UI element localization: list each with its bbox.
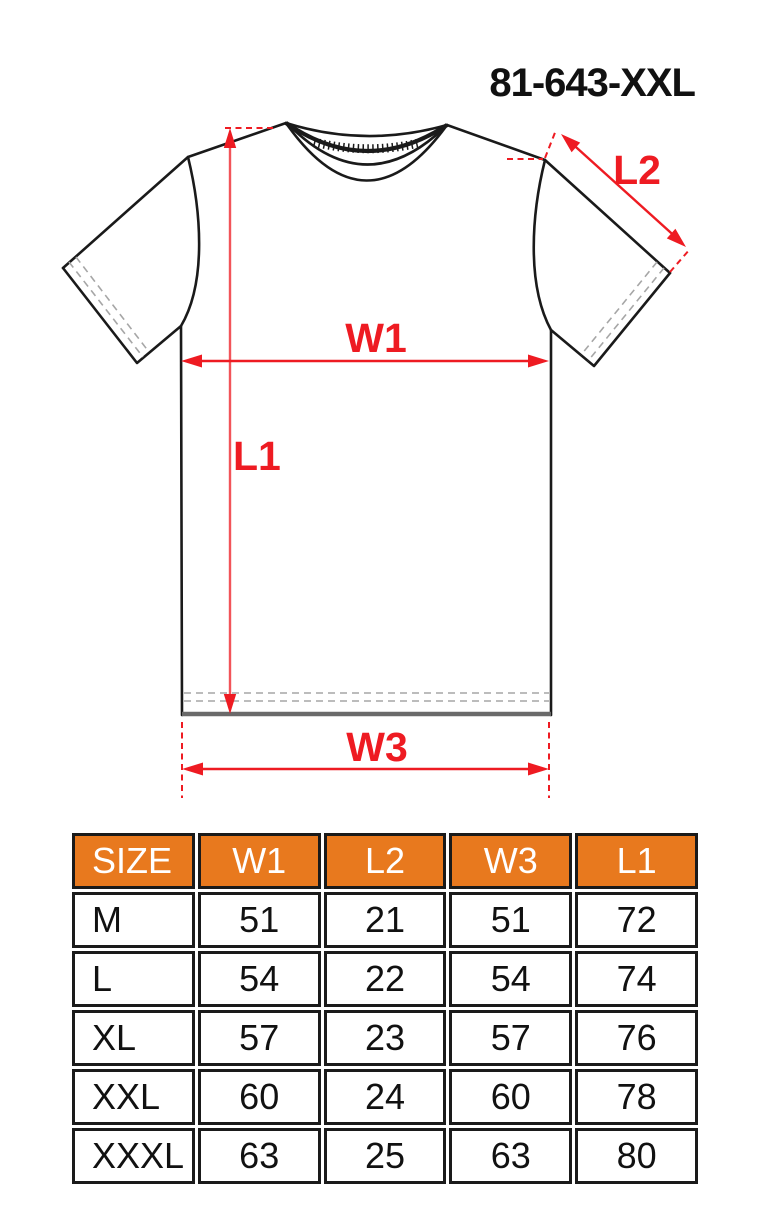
table-row-xxxl: XXXL 63 25 63 80 xyxy=(72,1128,698,1184)
w3-arrow-left xyxy=(182,762,203,776)
table-row-m: M 51 21 51 72 xyxy=(72,892,698,948)
w1-arrow-right xyxy=(528,354,549,368)
dimension-l1: L1 xyxy=(223,127,281,714)
cell-w1: 63 xyxy=(197,1128,321,1184)
left-cuff-stitch xyxy=(68,256,150,358)
right-sleeve-cuff-underarm xyxy=(549,271,672,717)
dim-label-w1: W1 xyxy=(345,315,407,361)
l2-arrow-top xyxy=(561,134,581,153)
cell-l1: 72 xyxy=(575,892,698,948)
cell-l2: 23 xyxy=(323,1010,447,1066)
col-header-w1: W1 xyxy=(197,833,321,889)
cell-size: L xyxy=(72,951,195,1007)
cell-w3: 54 xyxy=(449,951,573,1007)
back-neck-curve xyxy=(284,121,449,138)
dim-label-l2: L2 xyxy=(613,147,661,193)
col-header-l1: L1 xyxy=(575,833,698,889)
cell-l2: 24 xyxy=(323,1069,447,1125)
dimension-l2: L2 xyxy=(507,129,691,273)
left-sleeve-cuff-underarm xyxy=(61,266,184,717)
right-armhole-seam xyxy=(532,158,553,332)
front-neck-inner-curve xyxy=(288,124,446,166)
l2-upper-dash xyxy=(544,129,557,159)
cell-l1: 78 xyxy=(575,1069,698,1125)
cell-w1: 51 xyxy=(197,892,321,948)
cell-l2: 21 xyxy=(323,892,447,948)
tshirt-silhouette xyxy=(63,123,670,715)
stitching xyxy=(68,256,665,702)
l2-arrow-bottom xyxy=(666,228,686,247)
collar-outer-curve xyxy=(284,121,449,182)
dim-label-l1: L1 xyxy=(233,433,281,479)
size-table: SIZE W1 L2 W3 L1 M 51 21 51 72 L 54 22 5… xyxy=(69,830,701,1187)
cell-size: XL xyxy=(72,1010,195,1066)
col-header-w3: W3 xyxy=(449,833,573,889)
tshirt-outline xyxy=(61,121,672,717)
table-row-xl: XL 57 23 57 76 xyxy=(72,1010,698,1066)
table-header-row: SIZE W1 L2 W3 L1 xyxy=(72,833,698,889)
front-neck-seam xyxy=(284,121,449,154)
col-header-l2: L2 xyxy=(323,833,447,889)
collar xyxy=(284,121,449,182)
l2-lower-dash xyxy=(669,248,691,273)
cell-l1: 74 xyxy=(575,951,698,1007)
cell-size: XXL xyxy=(72,1069,195,1125)
table-row-l: L 54 22 54 74 xyxy=(72,951,698,1007)
cell-l1: 80 xyxy=(575,1128,698,1184)
cell-w3: 60 xyxy=(449,1069,573,1125)
cell-w3: 57 xyxy=(449,1010,573,1066)
cell-w1: 60 xyxy=(197,1069,321,1125)
right-cuff-stitch xyxy=(580,261,665,362)
hem-stitch xyxy=(184,692,549,702)
cell-size: XXXL xyxy=(72,1128,195,1184)
cell-w1: 54 xyxy=(197,951,321,1007)
dimension-w1: W1 xyxy=(181,315,549,368)
left-armhole-seam xyxy=(179,155,201,328)
w3-arrow-right xyxy=(528,762,549,776)
cell-l2: 25 xyxy=(323,1128,447,1184)
dimension-w3: W3 xyxy=(181,722,550,798)
tshirt-diagram: L1 W1 L2 W3 xyxy=(61,121,691,798)
cell-w3: 63 xyxy=(449,1128,573,1184)
w1-arrow-left xyxy=(181,354,202,368)
l1-arrow-down xyxy=(223,694,237,714)
cell-w3: 51 xyxy=(449,892,573,948)
cell-w1: 57 xyxy=(197,1010,321,1066)
cell-size: M xyxy=(72,892,195,948)
l1-arrow-up xyxy=(223,128,237,148)
product-code: 81-643-XXL xyxy=(489,61,696,105)
col-header-size: SIZE xyxy=(72,833,195,889)
cell-l1: 76 xyxy=(575,1010,698,1066)
dim-label-w3: W3 xyxy=(346,724,408,770)
table-row-xxl: XXL 60 24 60 78 xyxy=(72,1069,698,1125)
cell-l2: 22 xyxy=(323,951,447,1007)
l2-line xyxy=(566,138,681,242)
